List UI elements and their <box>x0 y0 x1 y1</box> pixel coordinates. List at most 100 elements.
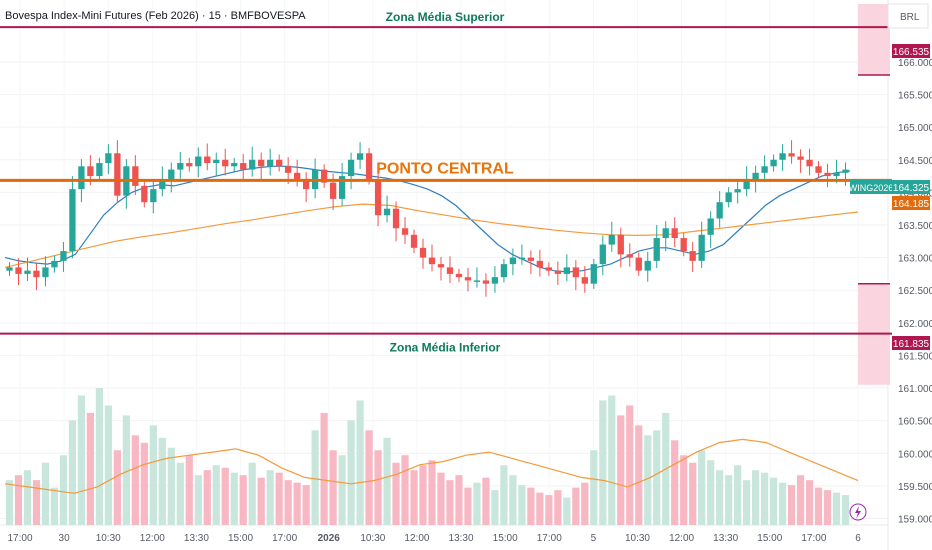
time-tick-label: 13:30 <box>713 533 738 544</box>
price-tick-label: 160.500 <box>898 417 932 428</box>
currency-badge[interactable] <box>887 3 929 29</box>
volume-bar <box>5 480 14 525</box>
candle-body <box>60 251 67 261</box>
price-tick-label: 161.500 <box>898 351 932 362</box>
candle-body <box>752 172 759 180</box>
volume-bar <box>761 472 769 525</box>
candle-body <box>473 280 481 282</box>
candle-body <box>797 156 804 160</box>
candle-body <box>69 189 76 252</box>
candle-body <box>356 153 364 160</box>
current-symbol-tag: WING2026 <box>849 180 894 194</box>
volume-bar <box>95 388 103 525</box>
volume-bar <box>365 430 373 525</box>
current-price-tag: 164.325 <box>892 180 930 194</box>
candle-body <box>320 169 328 183</box>
volume-bar <box>796 475 805 525</box>
volume-bar <box>491 490 499 525</box>
candle-body <box>240 163 247 170</box>
ma-slow-line <box>4 203 859 268</box>
candle-body <box>590 264 597 284</box>
volume-bar <box>356 400 364 525</box>
upper-price-tag: 166.535 <box>892 44 930 58</box>
candle-body <box>186 163 193 167</box>
candle-body <box>779 153 786 160</box>
grid <box>0 61 888 519</box>
volume-bar <box>293 482 301 525</box>
candle-body <box>644 260 651 271</box>
current-symbol-tag-text: WING2026 <box>849 183 894 193</box>
volume-bar <box>769 477 778 525</box>
volume-bar <box>725 475 733 525</box>
volume-bar <box>707 460 715 525</box>
volume-bar <box>823 490 832 525</box>
volume-bar <box>698 450 706 525</box>
candle-body <box>770 159 777 167</box>
volume-bar <box>716 470 724 525</box>
volume-bar <box>832 492 841 525</box>
volume-bar <box>347 420 355 525</box>
volume-bar <box>86 412 94 525</box>
volume-bar <box>599 400 607 525</box>
horizontal-levels[interactable] <box>0 26 892 335</box>
candle-body <box>177 163 184 170</box>
volume-bar <box>41 462 50 525</box>
candle-body <box>374 179 382 216</box>
volume-bar <box>59 455 68 525</box>
volume-bar <box>131 435 139 525</box>
volume-bar <box>734 465 742 525</box>
candle-body <box>788 153 795 157</box>
lightning-icon[interactable] <box>849 503 867 521</box>
candle-body <box>204 156 211 164</box>
volume-bar <box>401 455 409 525</box>
upper-price-tag-text: 166.535 <box>893 47 930 58</box>
price-tick-label: 162.000 <box>898 319 932 330</box>
candle-body <box>42 267 49 278</box>
volume-bar <box>113 450 121 525</box>
volume-bar <box>140 442 148 525</box>
candle-body <box>815 166 822 173</box>
lower-zone-label: Zona Média Inferior <box>390 341 501 355</box>
volume-bar <box>626 405 634 525</box>
volume-bar <box>203 470 211 525</box>
candle-body <box>599 244 606 265</box>
volume-bar <box>23 470 32 525</box>
candle-body <box>662 228 669 239</box>
price-tick-label: 165.500 <box>898 91 932 102</box>
volume-bar <box>239 475 247 525</box>
candle-body <box>689 251 696 261</box>
candle-body <box>842 169 849 173</box>
time-tick-label: 15:00 <box>228 533 253 544</box>
candle-body <box>51 260 58 268</box>
candle-body <box>446 267 454 274</box>
time-tick-label: 10:30 <box>625 533 650 544</box>
volume-bar <box>122 415 130 525</box>
volume-bar <box>212 465 220 525</box>
candle-body <box>824 172 831 177</box>
price-tick-label: 159.500 <box>898 482 932 493</box>
volume-bar <box>275 472 283 525</box>
volume-bar <box>410 470 418 525</box>
volume-bar <box>68 420 77 525</box>
volume-bar <box>581 482 589 525</box>
candle-body <box>392 208 400 229</box>
volume-bar <box>644 435 652 525</box>
candle-body <box>222 159 229 167</box>
volume-bar <box>635 425 643 525</box>
volume-bar <box>572 487 580 525</box>
volume-bar <box>500 465 508 525</box>
volume-bar <box>778 482 787 525</box>
time-tick-label: 12:00 <box>140 533 165 544</box>
candle-body <box>671 228 678 239</box>
volume-bar <box>77 395 86 525</box>
volume-bar <box>671 440 679 525</box>
candle-body <box>96 163 103 177</box>
candle-body <box>608 234 615 245</box>
volume-bar <box>392 462 400 525</box>
time-tick-label: 2026 <box>318 533 341 544</box>
candle-body <box>213 159 220 164</box>
time-tick-label: 5 <box>591 533 597 544</box>
volume-bar <box>752 470 760 525</box>
